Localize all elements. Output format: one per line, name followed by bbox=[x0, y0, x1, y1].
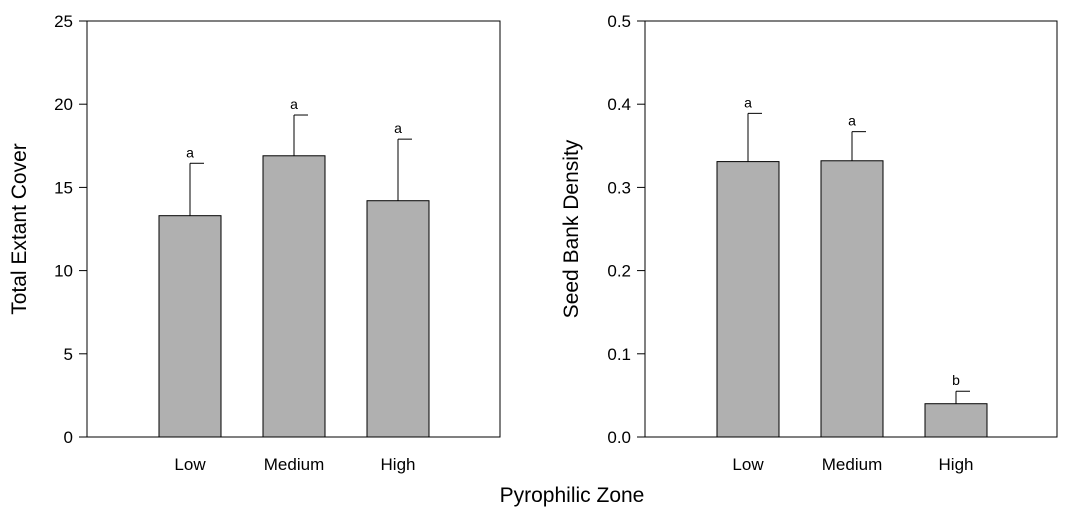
x-tick-label: Medium bbox=[264, 455, 324, 474]
significance-label: a bbox=[186, 144, 194, 160]
x-tick-label: High bbox=[381, 455, 416, 474]
y-tick-label: 0.1 bbox=[607, 345, 631, 364]
y-tick-label: 0.3 bbox=[607, 178, 631, 197]
bar bbox=[716, 161, 780, 438]
significance-label: a bbox=[848, 113, 856, 129]
x-tick-label: High bbox=[939, 455, 974, 474]
shared-x-axis-label: Pyrophilic Zone bbox=[500, 484, 645, 507]
left-chart-total-extant-cover: 0 5 10 15 20 25 Total Extant Cover a Low a Medium a… bbox=[8, 12, 501, 474]
y-tick-label: 0.4 bbox=[607, 95, 631, 114]
y-tick-label: 0.2 bbox=[607, 262, 631, 281]
right-chart-seed-bank-density: 0.0 0.1 0.2 0.3 0.4 0.5 Seed Bank Density a Low a… bbox=[560, 12, 1058, 474]
y-tick-label: 25 bbox=[54, 12, 73, 31]
significance-label: b bbox=[952, 372, 960, 388]
y-tick-label: 5 bbox=[64, 345, 73, 364]
bar bbox=[924, 403, 988, 438]
y-tick-label: 15 bbox=[54, 178, 73, 197]
x-tick-label: Medium bbox=[822, 455, 882, 474]
significance-label: a bbox=[394, 120, 402, 136]
y-tick-label: 20 bbox=[54, 95, 73, 114]
y-axis-label: Total Extant Cover bbox=[8, 143, 31, 315]
y-tick-label: 0 bbox=[64, 428, 73, 447]
bar bbox=[262, 155, 326, 438]
bar bbox=[366, 200, 430, 438]
y-tick-label: 0.0 bbox=[607, 428, 631, 447]
y-tick-label: 0.5 bbox=[607, 12, 631, 31]
significance-label: a bbox=[744, 94, 752, 110]
significance-label: a bbox=[290, 96, 298, 112]
x-tick-label: Low bbox=[732, 455, 764, 474]
x-tick-label: Low bbox=[174, 455, 206, 474]
bar bbox=[820, 160, 884, 438]
y-axis-label: Seed Bank Density bbox=[560, 139, 583, 318]
y-tick-label: 10 bbox=[54, 262, 73, 281]
bar bbox=[158, 215, 222, 438]
